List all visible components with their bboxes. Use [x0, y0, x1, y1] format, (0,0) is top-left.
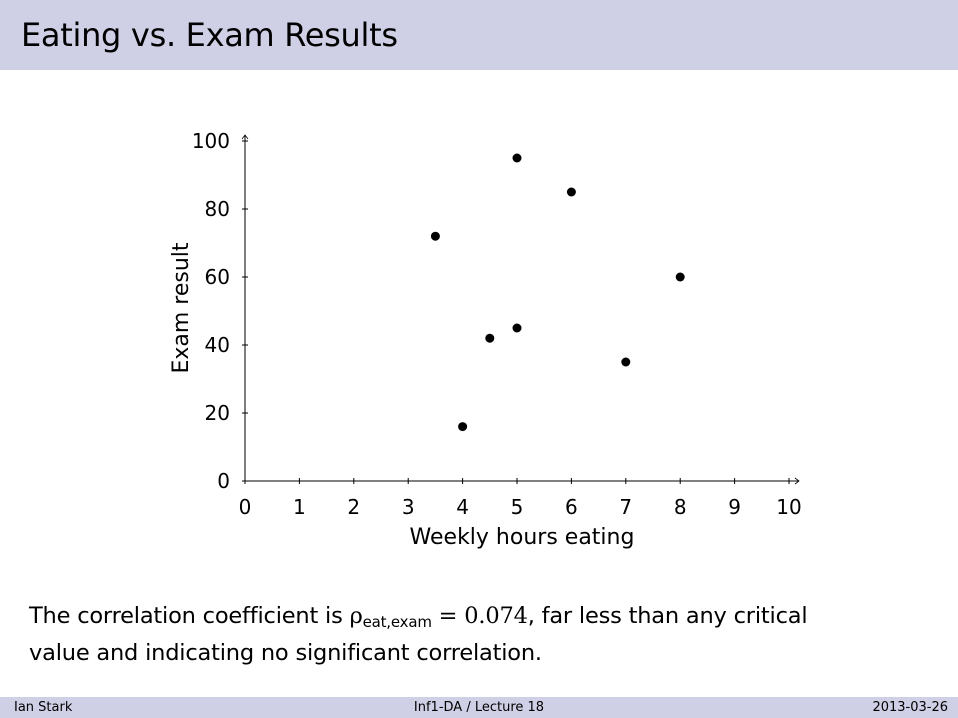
y-axis-arrow — [241, 134, 249, 140]
footer: Ian Stark Inf1-DA / Lecture 18 2013-03-2… — [0, 697, 958, 718]
data-point — [566, 187, 576, 197]
x-axis-label: Weekly hours eating — [410, 525, 635, 550]
data-point — [458, 422, 468, 432]
x-tick-label: 1 — [293, 495, 306, 519]
caption: The correlation coefficient is ρeat,exam… — [29, 598, 929, 672]
data-point — [512, 153, 522, 163]
data-point — [675, 272, 685, 282]
chart-points — [430, 153, 685, 432]
rho-subscript: eat,exam — [362, 613, 432, 631]
x-tick-label: 5 — [511, 495, 524, 519]
y-tick-label: 20 — [205, 401, 230, 425]
chart-axes — [241, 134, 800, 485]
x-axis-arrow — [794, 477, 800, 485]
footer-author: Ian Stark — [14, 700, 73, 715]
x-tick-label: 10 — [776, 495, 801, 519]
y-tick-label: 100 — [192, 129, 230, 153]
y-axis-label: Exam result — [169, 242, 194, 373]
y-tick-label: 60 — [205, 265, 230, 289]
data-point — [485, 333, 495, 343]
caption-suffix: , far less than any critical — [527, 603, 808, 629]
y-tick-label: 0 — [217, 469, 230, 493]
x-tick-label: 0 — [239, 495, 252, 519]
data-point — [621, 357, 631, 367]
footer-course: Inf1-DA / Lecture 18 — [413, 700, 545, 715]
slide-title: Eating vs. Exam Results — [21, 16, 398, 54]
x-tick-label: 6 — [565, 495, 578, 519]
rho-symbol: ρ — [349, 603, 363, 629]
footer-date: 2013-03-26 — [872, 700, 948, 715]
caption-prefix: The correlation coefficient is — [29, 603, 350, 629]
title-bar: Eating vs. Exam Results — [0, 0, 958, 70]
caption-line2: value and indicating no significant corr… — [29, 640, 542, 666]
data-point — [512, 323, 522, 333]
x-tick-label: 4 — [456, 495, 469, 519]
data-point — [430, 231, 440, 241]
correlation-value: = 0.074 — [431, 603, 528, 629]
y-tick-label: 80 — [205, 197, 230, 221]
x-tick-label: 8 — [674, 495, 687, 519]
x-tick-label: 3 — [402, 495, 415, 519]
y-tick-label: 40 — [205, 333, 230, 357]
x-tick-label: 9 — [728, 495, 741, 519]
x-tick-label: 2 — [347, 495, 360, 519]
x-tick-label: 7 — [619, 495, 632, 519]
